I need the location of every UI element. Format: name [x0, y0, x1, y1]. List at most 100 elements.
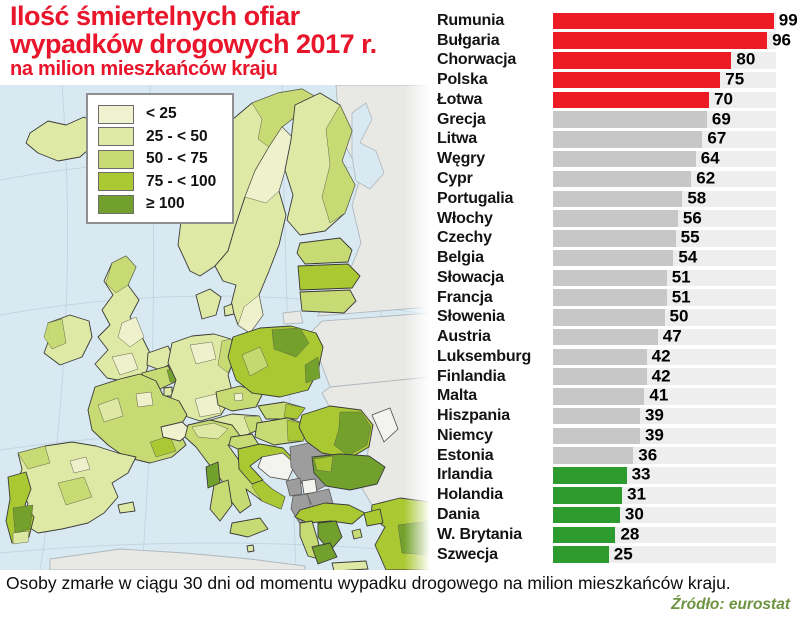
poland-ne-dark [271, 327, 310, 358]
bar-track: 42 [553, 346, 776, 365]
nordics [25, 88, 356, 334]
baltics [296, 237, 361, 314]
value-label: 70 [714, 89, 734, 109]
value-bar [553, 131, 703, 148]
value-label: 55 [680, 227, 700, 247]
country-label: Szwecja [437, 545, 498, 563]
country-label: Słowenia [437, 308, 505, 326]
montenegro [285, 477, 303, 497]
country-label: Bułgaria [437, 31, 500, 49]
value-bar [553, 467, 627, 484]
prague [233, 392, 244, 402]
bar-track: 28 [553, 524, 776, 544]
germany-nw [189, 341, 217, 365]
value-bar [553, 111, 707, 128]
bar-track: 69 [553, 109, 776, 128]
france-south [149, 435, 177, 458]
peloponnese [311, 542, 338, 565]
bar-row: Węgry 64 [437, 149, 776, 169]
crete [331, 560, 369, 570]
legend-row: ≥ 100 [98, 193, 222, 216]
bar-track: 41 [553, 386, 776, 406]
country-label: Węgry [437, 150, 485, 168]
country-label: Cypr [437, 170, 473, 187]
value-label: 39 [644, 425, 664, 445]
north-africa [49, 548, 306, 570]
bar-track: 56 [553, 208, 776, 227]
map-legend: < 25 25 - < 50 50 - < 75 75 - < 100 ≥ 10… [86, 93, 234, 224]
value-bar [553, 328, 658, 346]
value-label: 41 [649, 386, 669, 406]
kaliningrad [282, 310, 304, 325]
ireland-west [43, 318, 67, 350]
source-credit: Źródło: eurostat [671, 596, 790, 613]
bar-track: 67 [553, 129, 776, 148]
legend-label: 50 - < 75 [146, 150, 208, 168]
ile-de-france [135, 391, 154, 408]
value-bar [553, 52, 732, 69]
scotland [105, 255, 137, 294]
moldova [371, 407, 399, 443]
bar-row: Dania 30 [437, 505, 776, 525]
bar-row: Chorwacja 80 [437, 50, 776, 71]
value-label: 36 [638, 445, 658, 465]
value-bar [553, 388, 645, 405]
country-label: Austria [437, 328, 491, 346]
footnote: Osoby zmarłe w ciągu 30 dni od momentu w… [6, 573, 731, 593]
country-label: Czechy [437, 229, 492, 247]
luxembourg [163, 386, 173, 397]
legend-color-swatch [98, 194, 134, 214]
bar-track: 80 [553, 50, 776, 69]
legend-label: 75 - < 100 [146, 172, 217, 190]
title-line-1: Ilość śmiertelnych ofiar [10, 1, 300, 31]
bar-track: 47 [553, 327, 776, 346]
bar-track: 75 [553, 70, 776, 89]
value-label: 39 [644, 405, 664, 425]
bar-row: Łotwa 70 [437, 90, 776, 110]
value-bar [553, 150, 696, 168]
country-label: Estonia [437, 446, 494, 464]
bar-row: Austria 47 [437, 327, 776, 347]
turkey-thrace [363, 508, 384, 527]
country-label: Luksemburg [437, 347, 532, 365]
value-label: 28 [620, 524, 640, 544]
legend-row: 75 - < 100 [98, 171, 222, 194]
england-mid [117, 316, 145, 348]
algarve [12, 530, 30, 545]
bar-track: 64 [553, 149, 776, 168]
latvia [297, 263, 361, 291]
value-bar [553, 427, 640, 445]
bar-row: Estonia 36 [437, 445, 776, 466]
country-label: Włochy [437, 209, 493, 227]
bar-track: 51 [553, 287, 776, 306]
value-bar [553, 546, 609, 563]
bar-row: Litwa 67 [437, 129, 776, 150]
country-label: Litwa [437, 130, 477, 148]
country-label: Chorwacja [437, 51, 517, 69]
value-bar [553, 368, 647, 385]
france-west [97, 397, 124, 423]
british-isles [43, 255, 152, 383]
non-eu-countries [49, 85, 430, 570]
country-label: Dania [437, 506, 480, 524]
romania-east-dark [333, 411, 372, 457]
country-label: Belgia [437, 249, 484, 267]
value-label: 58 [687, 188, 707, 208]
spain-patch [69, 456, 91, 474]
legend-color-swatch [98, 127, 134, 147]
value-label: 50 [669, 306, 689, 326]
country-label: Portugalia [437, 189, 514, 207]
bar-row: Czechy 55 [437, 228, 776, 248]
value-bar [553, 309, 665, 326]
sicily [229, 517, 269, 538]
slovakia-east [283, 403, 306, 420]
value-bar [553, 71, 721, 89]
legend-label: 25 - < 50 [146, 127, 208, 145]
alentejo-dark [12, 504, 34, 534]
bar-row: Polska 75 [437, 70, 776, 90]
value-bar [553, 12, 774, 30]
italy-south [251, 474, 286, 510]
corsica [205, 461, 221, 489]
bar-track: 33 [553, 465, 776, 484]
value-label: 30 [624, 504, 644, 524]
